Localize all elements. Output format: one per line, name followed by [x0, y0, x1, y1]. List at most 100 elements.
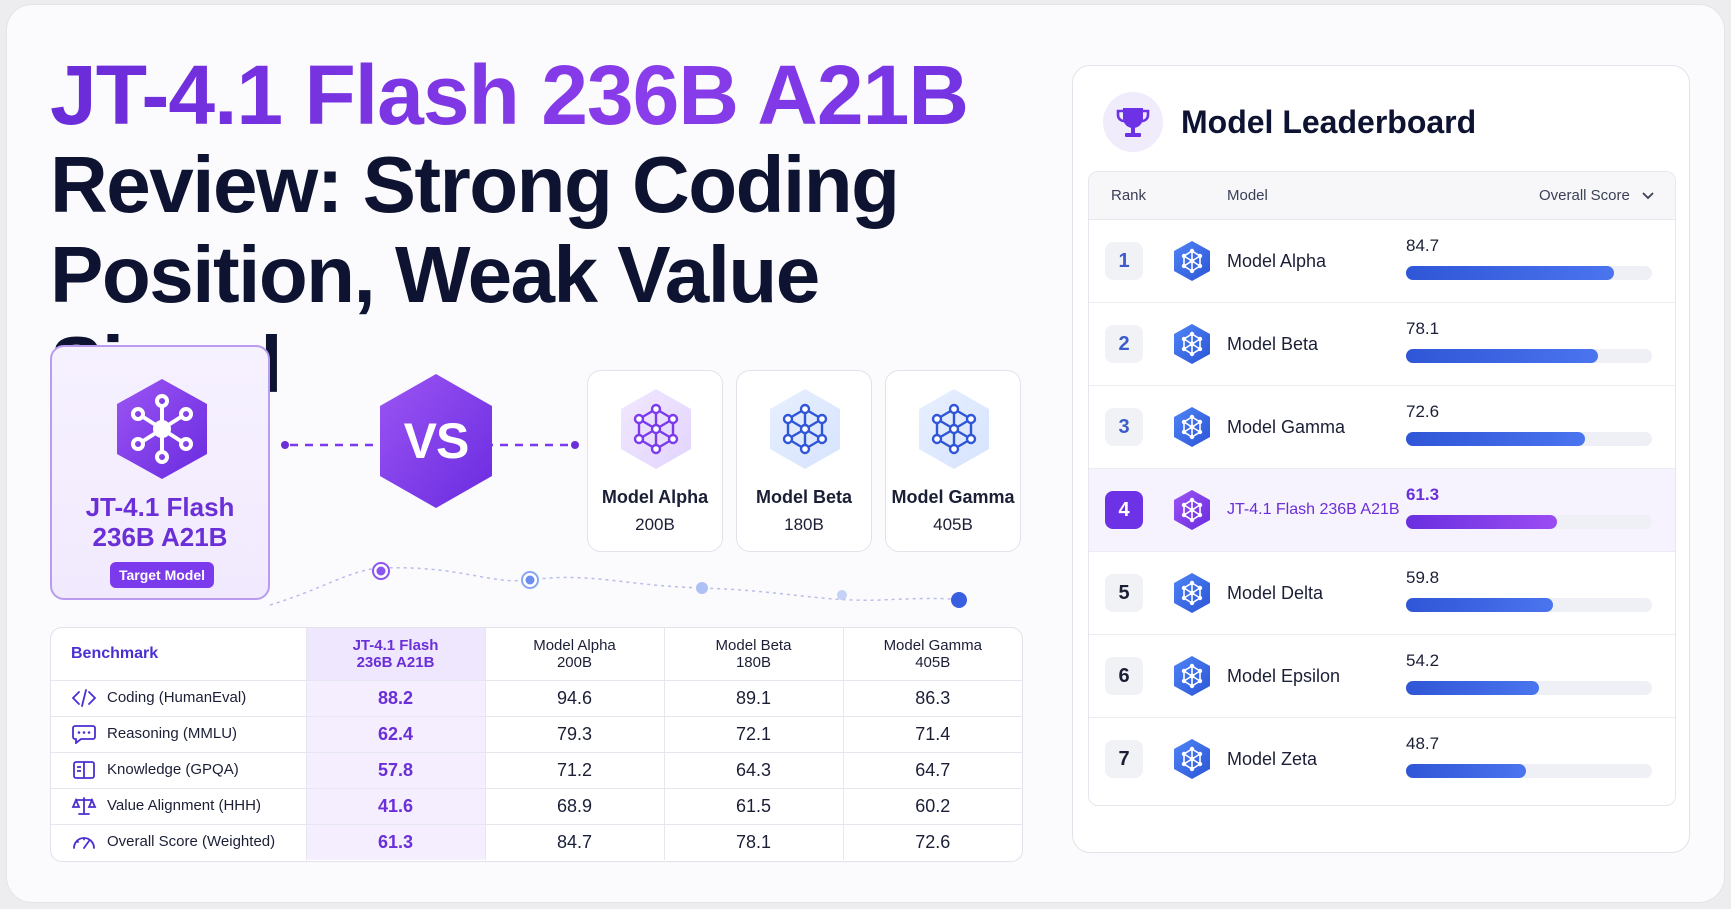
- chat-icon: [72, 725, 96, 744]
- table-row: Knowledge (GPQA) 57.8 71.2 64.3 64.7: [51, 751, 1022, 788]
- network-hex-icon: [1174, 573, 1210, 613]
- leaderboard-row[interactable]: 6 Model Epsilon 54.2: [1089, 635, 1675, 718]
- model-name: Model Alpha: [1227, 251, 1327, 271]
- table-row: Coding (HumanEval) 88.2 94.6 89.1 86.3: [51, 679, 1022, 716]
- score-value: 84.7: [1406, 236, 1440, 255]
- target-name-line-1: JT-4.1 Flash: [85, 492, 235, 522]
- table-cell: 60.2: [842, 787, 1022, 824]
- leaderboard-row[interactable]: 3 Model Gamma 72.6: [1089, 386, 1675, 469]
- competitor-name: Model Alpha: [601, 487, 709, 507]
- table-cell: 71.4: [842, 715, 1022, 752]
- competitor-name: Model Gamma: [891, 487, 1015, 507]
- table-row: Reasoning (MMLU) 62.4 79.3 72.1 71.4: [51, 715, 1022, 752]
- header-score-label: Overall Score: [1539, 187, 1630, 204]
- table-cell: 89.1: [663, 679, 843, 716]
- benchmark-label: Coding (HumanEval): [107, 688, 247, 706]
- table-cell: 71.2: [484, 751, 664, 788]
- rank-badge: 3: [1105, 408, 1143, 446]
- score-bar-track: [1406, 266, 1652, 280]
- vs-label: VS: [403, 413, 470, 469]
- target-badge: Target Model: [110, 562, 214, 588]
- score-bar-fill: [1406, 764, 1526, 778]
- leaderboard-row[interactable]: 4 JT-4.1 Flash 236B A21B 61.3: [1089, 469, 1675, 552]
- chevron-down-icon: [1642, 192, 1654, 200]
- header-target-model: JT-4.1 Flash 236B A21B: [305, 628, 485, 680]
- target-model-name: JT-4.1 Flash 236B A21B: [52, 492, 268, 552]
- target-name-line-2: 236B A21B: [92, 522, 228, 552]
- header-model-alpha: Model Alpha 200B: [484, 628, 664, 680]
- rank-badge: 5: [1105, 574, 1143, 612]
- score-bar-fill: [1406, 266, 1615, 280]
- rank-badge: 1: [1105, 242, 1143, 280]
- leaderboard-row[interactable]: 7 Model Zeta 48.7: [1089, 718, 1675, 801]
- table-row: Overall Score (Weighted) 61.3 84.7 78.1 …: [51, 823, 1022, 860]
- model-name: Model Gamma: [1227, 417, 1346, 437]
- table-cell: 41.6: [305, 787, 485, 824]
- score-bar-track: [1406, 349, 1652, 363]
- score-bar-track: [1406, 598, 1652, 612]
- table-cell: 84.7: [484, 823, 664, 860]
- sort-overall-score[interactable]: Overall Score: [1539, 187, 1654, 204]
- table-row: Value Alignment (HHH) 41.6 68.9 61.5 60.…: [51, 787, 1022, 824]
- score-bar-track: [1406, 764, 1652, 778]
- table-cell: 94.6: [484, 679, 664, 716]
- score-value: 72.6: [1406, 402, 1440, 421]
- header-model-beta: Model Beta 180B: [663, 628, 843, 680]
- leaderboard-row[interactable]: 5 Model Delta 59.8: [1089, 552, 1675, 635]
- table-cell: 68.9: [484, 787, 664, 824]
- leaderboard-table: Rank Model Overall Score 1 Model Alpha 8…: [1088, 171, 1676, 806]
- title-line-2: Review: Strong Coding: [50, 140, 900, 229]
- code-icon: [71, 689, 97, 707]
- network-hex-icon: [117, 379, 207, 479]
- model-name: Model Zeta: [1227, 749, 1318, 769]
- gauge-icon: [73, 837, 95, 850]
- model-name: Model Delta: [1227, 583, 1324, 603]
- scale-icon: [71, 797, 97, 815]
- score-bar-track: [1406, 432, 1652, 446]
- score-bar-fill: [1406, 432, 1585, 446]
- table-cell: 72.1: [663, 715, 843, 752]
- score-bar-track: [1406, 515, 1652, 529]
- benchmark-label: Reasoning (MMLU): [107, 724, 238, 742]
- table-cell: 79.3: [484, 715, 664, 752]
- score-value: 59.8: [1406, 568, 1440, 587]
- decorative-wave: [269, 562, 967, 608]
- network-hex-icon: [1174, 490, 1210, 530]
- competitor-size: 405B: [933, 515, 973, 534]
- score-value: 54.2: [1406, 651, 1440, 670]
- table-header-row: Benchmark JT-4.1 Flash 236B A21B Model Al…: [51, 628, 1022, 680]
- rank-badge: 4: [1105, 491, 1143, 529]
- score-bar-track: [1406, 681, 1652, 695]
- target-model-card: JT-4.1 Flash 236B A21B Target Model: [50, 345, 270, 600]
- score-bar-fill: [1406, 681, 1540, 695]
- trophy-icon: [1116, 108, 1150, 137]
- benchmark-label: Knowledge (GPQA): [107, 760, 239, 778]
- benchmark-label: Overall Score (Weighted): [107, 833, 276, 851]
- book-icon: [73, 761, 95, 779]
- table-cell: 86.3: [842, 679, 1022, 716]
- score-bar-fill: [1406, 515, 1557, 529]
- network-hex-icon: [1174, 407, 1210, 447]
- score-bar-fill: [1406, 598, 1554, 612]
- rank-badge: 7: [1105, 740, 1143, 778]
- leaderboard-row[interactable]: 2 Model Beta 78.1: [1089, 303, 1675, 386]
- score-value: 78.1: [1406, 319, 1440, 338]
- competitor-card-gamma: Model Gamma 405B: [885, 370, 1021, 552]
- competitor-card-alpha: Model Alpha 200B: [587, 370, 723, 552]
- header-model-gamma: Model Gamma 405B: [842, 628, 1022, 680]
- network-hex-icon: [770, 389, 840, 469]
- competitor-card-beta: Model Beta 180B: [736, 370, 872, 552]
- leaderboard-row[interactable]: 1 Model Alpha 84.7: [1089, 220, 1675, 303]
- model-name: JT-4.1 Flash 236B A21B: [1227, 501, 1400, 518]
- model-name: Model Epsilon: [1227, 666, 1341, 686]
- score-value: 61.3: [1406, 485, 1440, 504]
- score-value: 48.7: [1406, 734, 1440, 753]
- table-cell: 72.6: [842, 823, 1022, 860]
- rank-badge: 6: [1105, 657, 1143, 695]
- leaderboard-header: Rank Model Overall Score: [1089, 172, 1675, 220]
- network-hex-icon: [1174, 241, 1210, 281]
- network-hex-icon: [1174, 656, 1210, 696]
- competitor-size: 180B: [784, 515, 824, 534]
- network-hex-icon: [1174, 324, 1210, 364]
- table-cell: 61.5: [663, 787, 843, 824]
